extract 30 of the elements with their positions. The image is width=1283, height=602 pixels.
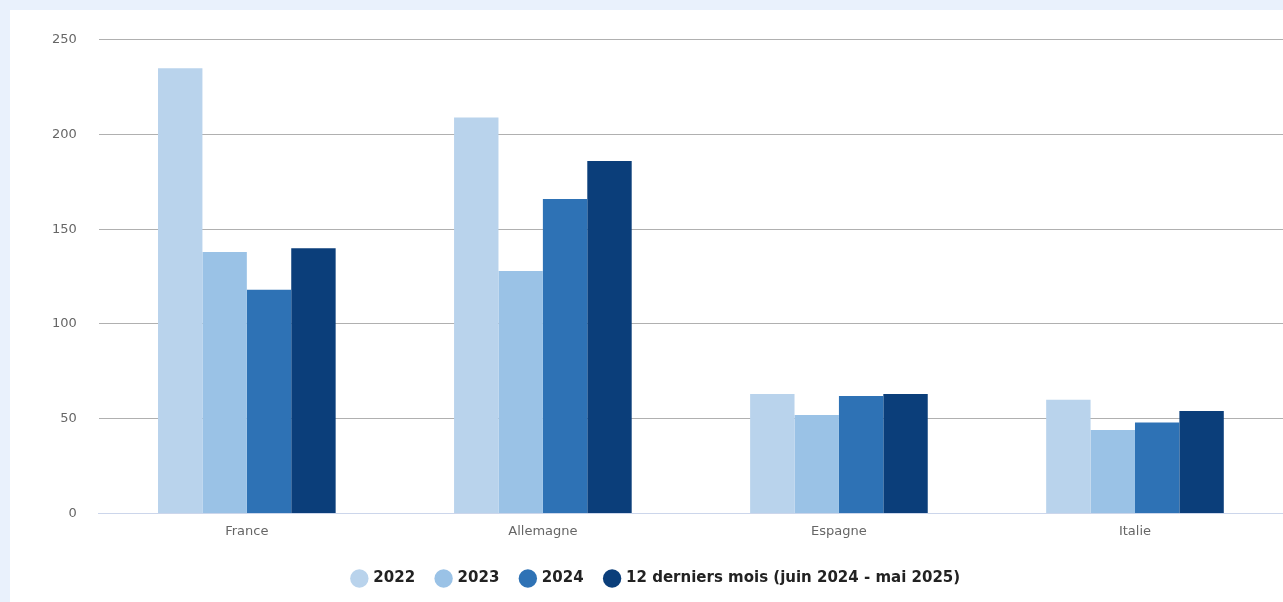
y-tick-label: 200: [51, 125, 77, 141]
bar: [542, 198, 588, 513]
bar: [1179, 411, 1224, 513]
bar: [1046, 399, 1091, 513]
bar: [1090, 430, 1135, 513]
bar: [246, 289, 292, 513]
legend-label: 2024: [541, 568, 584, 587]
bar: [158, 68, 203, 513]
bar: [291, 248, 336, 513]
bar: [454, 117, 499, 513]
legend-label: 2022: [373, 568, 416, 587]
legend-label: 12 derniers mois (juin 2024 - mai 2025): [626, 568, 961, 587]
bar: [587, 161, 632, 513]
bar: [750, 394, 795, 513]
y-tick-label: 250: [51, 31, 77, 47]
bar: [883, 394, 928, 513]
y-tick-label: 100: [51, 315, 77, 331]
bar: [794, 414, 839, 513]
x-tick-label: France: [225, 522, 269, 538]
bar: [202, 251, 247, 513]
bar: [498, 270, 543, 513]
x-tick-label: Italie: [1118, 522, 1152, 538]
bar: [1134, 422, 1180, 513]
x-tick-label: Espagne: [811, 522, 867, 538]
y-tick-label: 0: [68, 504, 77, 520]
legend-label: 2023: [457, 568, 500, 587]
x-tick-label: Allemagne: [508, 522, 578, 538]
y-tick-label: 50: [60, 410, 77, 426]
y-tick-label: 150: [51, 220, 77, 236]
bar: [838, 395, 884, 513]
